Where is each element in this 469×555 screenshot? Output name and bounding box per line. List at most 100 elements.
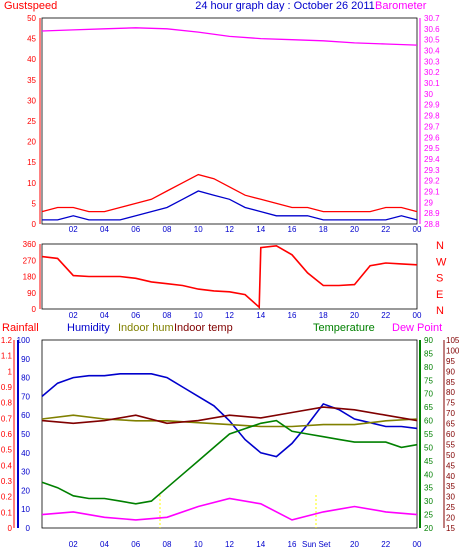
barometer-line [41, 27, 418, 46]
barometer-tick-label: 29.9 [424, 101, 440, 110]
x-tick-label: 06 [131, 540, 140, 549]
series-lines [41, 27, 418, 521]
dewpoint-tick-label: 80 [446, 388, 455, 397]
dewpoint-tick-label: 85 [446, 378, 455, 387]
gust-tick-label: 25 [27, 117, 36, 126]
barometer-tick-label: 30 [424, 90, 433, 99]
temperature-tick-label: 65 [424, 403, 433, 412]
gust-tick-label: 15 [27, 158, 36, 167]
barometer-tick-label: 30.1 [424, 79, 440, 88]
barometer-tick-label: 28.9 [424, 209, 440, 218]
humidity-tick-label: 30 [21, 468, 30, 477]
barometer-tick-label: 30.4 [424, 47, 440, 56]
gust-tick-label: 30 [27, 96, 36, 105]
barometer-tick-label: 29.7 [424, 122, 440, 131]
gust-tick-label: 50 [27, 14, 36, 23]
temperature-tick-label: 55 [424, 430, 433, 439]
sunset-label: Sun Set [302, 540, 331, 549]
x-tick-label: 08 [163, 225, 172, 234]
barometer-tick-label: 29.3 [424, 166, 440, 175]
x-tick-label: 20 [350, 225, 359, 234]
x-tick-label: 14 [256, 225, 265, 234]
x-tick-label: 00 [413, 540, 422, 549]
temperature-line [41, 419, 418, 505]
x-tick-label: 14 [256, 311, 265, 320]
x-tick-label: 22 [381, 225, 390, 234]
direction-panel-frame [41, 243, 418, 310]
temperature-tick-label: 50 [424, 443, 433, 452]
x-tick-label: 22 [381, 540, 390, 549]
x-tick-label: 14 [256, 540, 265, 549]
temperature-label: Temperature [313, 322, 375, 334]
humidity-tick-label: 0 [26, 524, 31, 533]
dewpoint-tick-label: 105 [446, 336, 460, 345]
x-tick-label: 10 [194, 540, 203, 549]
dewpoint-tick-label: 30 [446, 493, 455, 502]
x-tick-label: 12 [225, 225, 234, 234]
temperature-tick-label: 45 [424, 457, 433, 466]
temp-panel-frame [41, 339, 418, 529]
dewpoint-tick-label: 20 [446, 514, 455, 523]
direction-letter: W [436, 256, 447, 268]
dewpoint-tick-label: 15 [446, 524, 455, 533]
dewpoint-tick-label: 75 [446, 399, 455, 408]
rain-tick-label: 0.5 [1, 446, 13, 455]
humidity-tick-label: 70 [21, 392, 30, 401]
x-tick-label: 00 [413, 225, 422, 234]
gust-tick-label: 0 [32, 220, 37, 229]
gust-tick-label: 40 [27, 55, 36, 64]
barometer-tick-label: 29.4 [424, 155, 440, 164]
dewpoint-tick-label: 90 [446, 367, 455, 376]
humidity-tick-label: 100 [17, 336, 31, 345]
direction-tick-label: 0 [32, 305, 37, 314]
rainfall-label: Rainfall [2, 322, 39, 334]
x-tick-label: 16 [288, 311, 297, 320]
humidity-tick-label: 20 [21, 486, 30, 495]
dewpoint-tick-label: 50 [446, 451, 455, 460]
barometer-label: Barometer [375, 0, 427, 12]
rain-tick-label: 0.2 [1, 493, 13, 502]
gust-tick-label: 10 [27, 179, 36, 188]
barometer-tick-label: 30.7 [424, 14, 440, 23]
wind-panel-frame [41, 17, 418, 225]
x-tick-label: 18 [319, 311, 328, 320]
rain-tick-label: 0.8 [1, 399, 13, 408]
indoor-hum-line [41, 414, 418, 428]
gust-tick-label: 20 [27, 138, 36, 147]
rain-tick-label: 1.1 [1, 352, 13, 361]
direction-letter: S [436, 273, 443, 285]
dewpoint-tick-label: 55 [446, 440, 455, 449]
barometer-tick-label: 30.6 [424, 25, 440, 34]
direction-tick-label: 360 [23, 240, 37, 249]
x-tick-label: 08 [163, 540, 172, 549]
gustspeed-label: Gustspeed [4, 0, 57, 12]
x-tick-label: 12 [225, 311, 234, 320]
rain-tick-label: 1.2 [1, 336, 13, 345]
x-tick-label: 18 [319, 225, 328, 234]
direction-letter: E [436, 289, 443, 301]
gust-tick-label: 35 [27, 76, 36, 85]
x-tick-label: 20 [350, 540, 359, 549]
indoor-temp-line [41, 406, 418, 425]
direction-tick-label: 270 [23, 256, 37, 265]
x-tick-label: 02 [69, 311, 78, 320]
temperature-tick-label: 35 [424, 484, 433, 493]
barometer-tick-label: 29.1 [424, 187, 440, 196]
humidity-tick-label: 50 [21, 430, 30, 439]
temperature-tick-label: 85 [424, 349, 433, 358]
temperature-tick-label: 75 [424, 376, 433, 385]
humidity-tick-label: 40 [21, 449, 30, 458]
x-tick-label: 10 [194, 225, 203, 234]
x-tick-label: 04 [100, 225, 109, 234]
barometer-tick-label: 29.8 [424, 112, 440, 121]
barometer-tick-label: 29.5 [424, 144, 440, 153]
gustspeed-line [41, 173, 418, 213]
chart-title: 24 hour graph day : October 26 2011 [195, 0, 375, 12]
barometer-tick-label: 29.2 [424, 177, 440, 186]
humidity-tick-label: 60 [21, 411, 30, 420]
humidity-tick-label: 80 [21, 374, 30, 383]
temperature-tick-label: 30 [424, 497, 433, 506]
dewpoint-tick-label: 95 [446, 357, 455, 366]
x-tick-label: 16 [288, 540, 297, 549]
